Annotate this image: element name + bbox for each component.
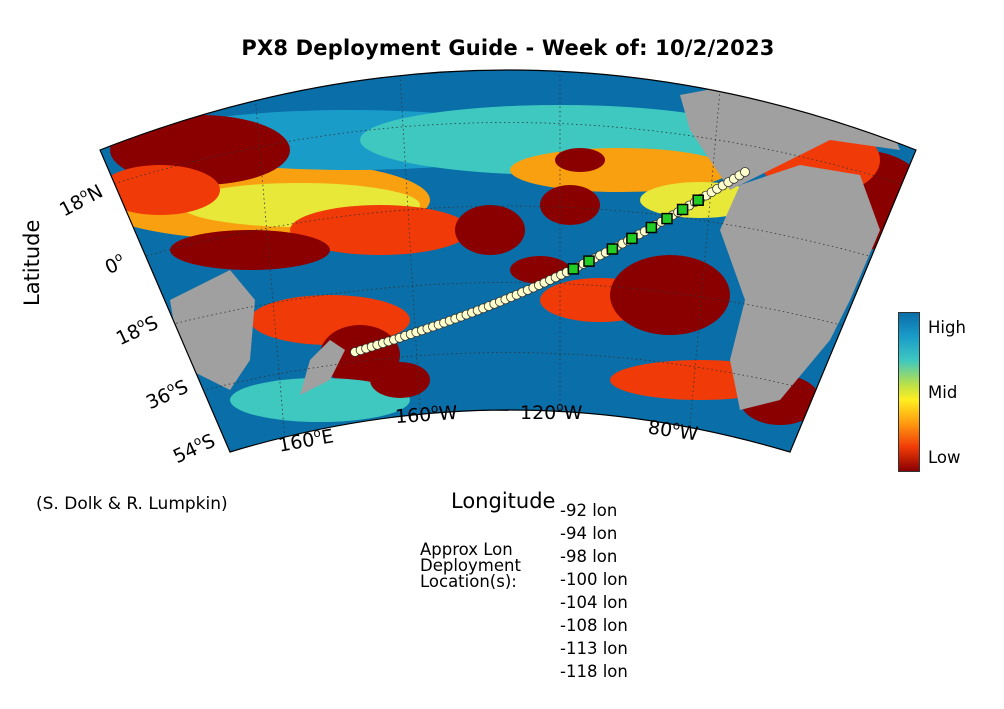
deployment-marker — [626, 232, 638, 245]
land-new-zealand — [300, 340, 345, 395]
deployment-location: -113 lon — [560, 639, 628, 658]
lon-tick: 160oW — [394, 401, 459, 429]
deployment-marker — [567, 263, 580, 275]
map-frame — [99, 69, 917, 453]
deployment-location: -92 lon — [560, 501, 618, 520]
ship-track — [350, 167, 750, 357]
x-axis-label: Longitude — [451, 489, 556, 513]
lon-tick: 120oW — [520, 400, 583, 424]
deployment-location: -104 lon — [560, 593, 628, 612]
land-australia — [170, 270, 255, 390]
map-title: PX8 Deployment Guide - Week of: 10/2/202… — [241, 36, 775, 60]
colorbar-label-low: Low — [928, 448, 961, 467]
map-field — [100, 70, 916, 452]
y-axis-label: Latitude — [20, 219, 44, 306]
deployment-marker — [692, 194, 704, 206]
deployment-locations: -92 lon -94 lon -98 lon -100 lon -104 lo… — [560, 499, 628, 683]
credit-text: (S. Dolk & R. Lumpkin) — [36, 494, 228, 514]
deployment-location: -94 lon — [560, 524, 618, 543]
colorbar-label-high: High — [928, 318, 966, 337]
colorbar — [898, 312, 920, 472]
deployment-marker — [661, 212, 673, 225]
deployment-location: -98 lon — [560, 547, 618, 566]
deployment-marker — [583, 255, 595, 267]
land-south-america — [720, 165, 880, 410]
colorbar-label-mid: Mid — [928, 383, 958, 402]
deployment-location: -108 lon — [560, 616, 628, 635]
track-marker — [740, 167, 750, 177]
deployment-marker — [606, 243, 619, 255]
deployment-location: -118 lon — [560, 662, 628, 681]
deployment-marker — [645, 221, 658, 234]
deployment-location: -100 lon — [560, 570, 628, 589]
deployment-marker — [676, 203, 689, 216]
deployment-label: Approx Lon Deployment Location(s): — [420, 540, 521, 591]
